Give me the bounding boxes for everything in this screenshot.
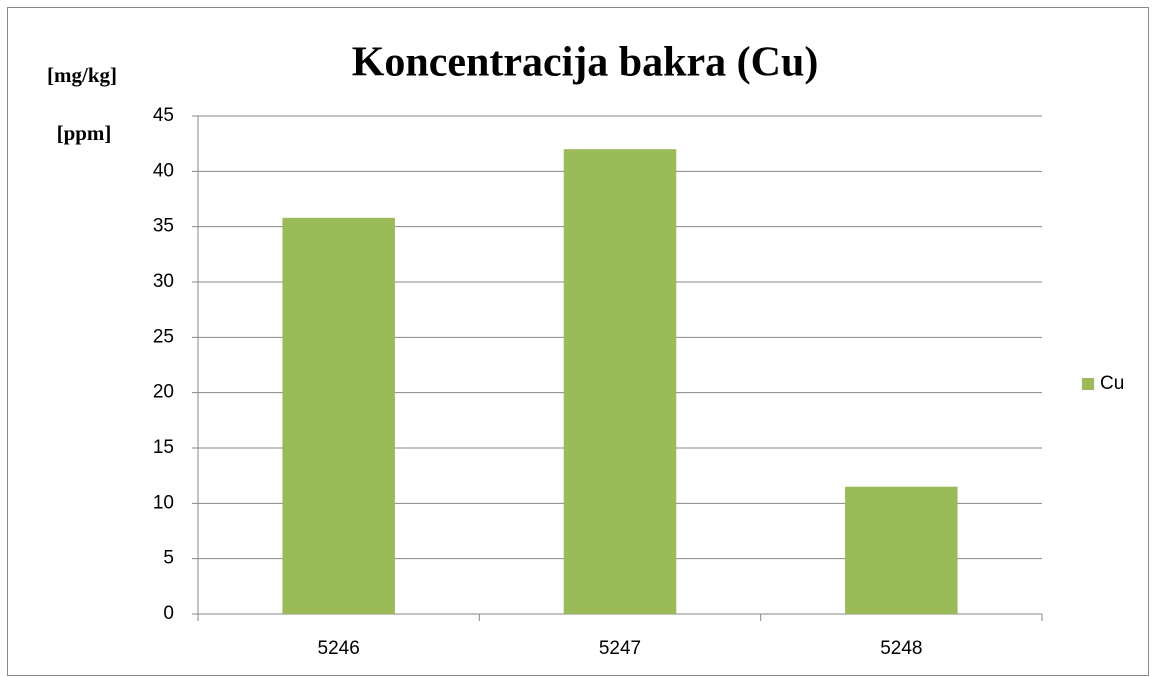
- bar: [845, 486, 958, 614]
- y-tick-label: 0: [163, 603, 174, 624]
- y-tick-label: 30: [153, 271, 174, 292]
- bar: [282, 217, 395, 614]
- y-tick-label: 40: [153, 160, 174, 181]
- x-tick-label: 5246: [318, 638, 360, 659]
- chart-title: Koncentracija bakra (Cu): [352, 40, 819, 86]
- y-tick-label: 45: [153, 105, 174, 126]
- legend-label: Cu: [1100, 373, 1124, 394]
- y-axis-label: [ppm]: [57, 121, 112, 145]
- y-tick-label: 35: [153, 216, 174, 237]
- y-tick-label: 25: [153, 326, 174, 347]
- x-tick-label: 5247: [599, 638, 641, 659]
- y-tick-label: 15: [153, 437, 174, 458]
- y-tick-label: 20: [153, 382, 174, 403]
- y-tick-label: 5: [163, 548, 174, 569]
- bar: [563, 149, 677, 614]
- legend-swatch: [1082, 378, 1094, 390]
- y-tick-label: 10: [153, 492, 174, 513]
- y-axis-label: [mg/kg]: [47, 63, 117, 87]
- x-tick-label: 5248: [880, 638, 922, 659]
